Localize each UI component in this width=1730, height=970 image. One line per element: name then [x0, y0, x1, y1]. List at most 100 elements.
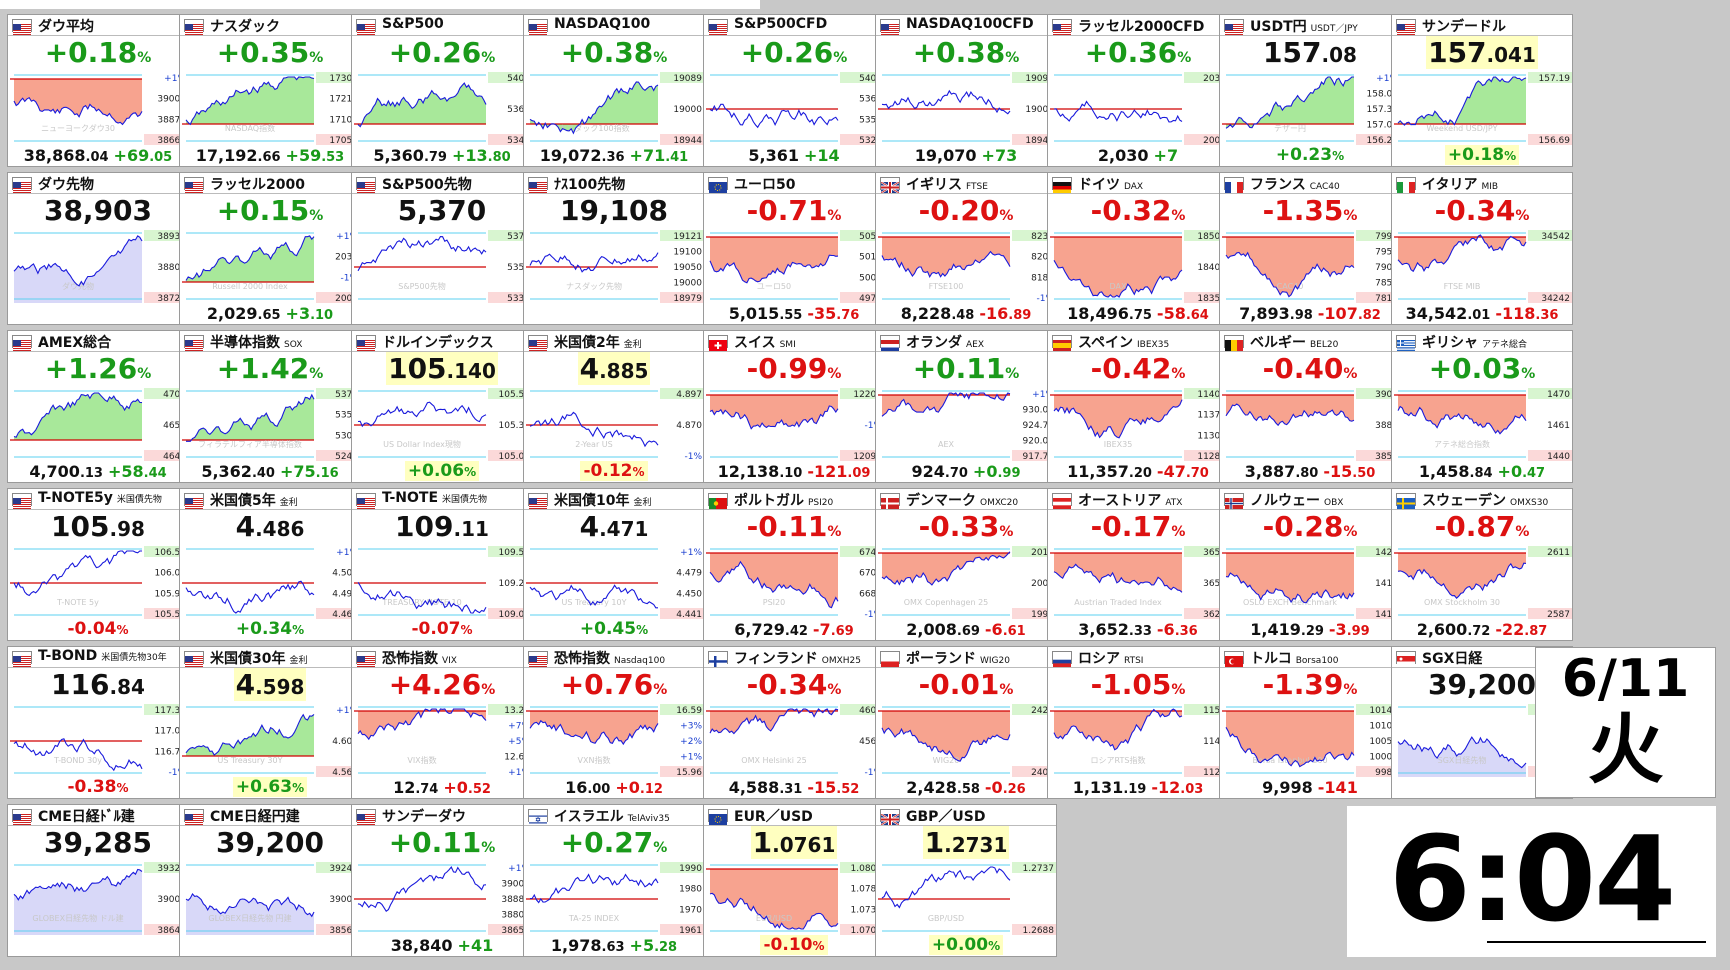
market-tile[interactable]: 恐怖指数 VIX +4.26% VIX指数 13.28 +7% +5% 12.62 +1% …: [351, 646, 533, 799]
market-tile[interactable]: CME日経円建 39,200 GLOBEX日経先物 円建 39240 39000 38…: [179, 804, 361, 957]
price-line: [1397, 405, 1527, 435]
axis-label: +3%: [680, 722, 702, 732]
market-tile[interactable]: USDT円 USDT／JPY 157.08 テザー円 +1% 158.00 157.38…: [1219, 14, 1401, 167]
chart-area: [882, 237, 1010, 277]
axis-label-bg: [1356, 134, 1400, 145]
market-tile[interactable]: イタリア MIB -0.34% FTSE MIB 34542 34242 34,542…: [1391, 172, 1573, 325]
tile-header: ダウ平均: [8, 15, 188, 36]
market-tile[interactable]: NASDAQ100CFD +0.38% 19091 19000 18941 19,0…: [875, 14, 1057, 167]
chart-container: ナスダック100指数 19089 19000 18944: [526, 69, 704, 147]
market-tile[interactable]: イギリス FTSE -0.20% FTSE100 8230 8200 8182 -1% 8…: [875, 172, 1057, 325]
market-tile[interactable]: ノルウェー OBX -0.28% OSLO EXCH Benchmark 1421 1…: [1219, 488, 1401, 641]
mini-chart: OMX Stockholm 30 2611 2587: [1394, 546, 1572, 620]
axis-label-bg: [1012, 766, 1056, 777]
market-tile[interactable]: デンマーク OMXC20 -0.33% OMX Copenhagen 25 2011…: [875, 488, 1057, 641]
market-tile[interactable]: スイス SMI -0.99% 12203 -1% 12095 12,138.10 -12…: [703, 330, 885, 483]
market-tile[interactable]: T-NOTE5y 米国債先物 105.98 T-NOTE 5y 106.50 106.…: [7, 488, 189, 641]
axis-label: +5%: [508, 737, 530, 747]
axis-label: 34242: [1541, 294, 1570, 304]
axis-label: 7992: [1375, 232, 1398, 242]
market-tile[interactable]: EUR／USD 1.0761 EUR/USD 1.0800 1.0781 1.0732…: [703, 804, 885, 957]
market-tile[interactable]: 米国債30年 金利 4.598 US Treasury 30Y +1% 4.606 4.…: [179, 646, 361, 799]
market-tile[interactable]: ポーランド WIG20 -0.01% WIG20 2428 2401 2,428.58…: [875, 646, 1057, 799]
axis-label: 117.34: [155, 706, 187, 716]
instrument-subtitle: Borsa100: [1295, 656, 1339, 666]
flag-icon: [12, 809, 32, 825]
flag-icon: [528, 493, 548, 509]
market-tile[interactable]: サンデードル 157.041 Weekend USD/JPY 157.19 156.…: [1391, 14, 1573, 167]
market-tile[interactable]: T-NOTE 米国債先物 109.11 TREASURY NOTE 10 109.5…: [351, 488, 533, 641]
mini-chart: 4707 4650 4640: [10, 388, 188, 462]
market-tile[interactable]: S&P500CFD +0.26% 5400 5366 5350 5329 5,361 +…: [703, 14, 885, 167]
price-line: [709, 892, 839, 930]
change-percent-footer: +0.18%: [1392, 145, 1572, 165]
instrument-name: ドイツ DAX: [1078, 177, 1144, 193]
axis-label: 15.96: [676, 768, 702, 778]
market-tile[interactable]: オーストリア ATX -0.17% Austrian Traded Index 36…: [1047, 488, 1229, 641]
market-tile[interactable]: ナスダック +0.35% NASDAQ指数 17300 17212 17100 1705…: [179, 14, 361, 167]
axis-label-bg: [1184, 608, 1228, 619]
chart-watermark: T-NOTE 5y: [56, 598, 99, 607]
market-tile[interactable]: ギリシャ アテネ総合 +0.03% アテネ総合指数 1470 1461 1440 1,4…: [1391, 330, 1573, 483]
market-tile[interactable]: スペイン IBEX35 -0.42% IBEX35 11400 11373 11300 1…: [1047, 330, 1229, 483]
market-tile[interactable]: ダウ先物 38,903 ダウ先物 38934 38800 38720: [7, 172, 189, 325]
market-tile[interactable]: サンデーダウ +0.11% +1% 39000 38880 38800 38657 38…: [351, 804, 533, 957]
chart-area: [14, 869, 142, 935]
flag-icon: [708, 493, 728, 509]
market-tile[interactable]: 米国債2年 金利 4.885 2-Year US 4.897 4.870 -1% -0.…: [523, 330, 705, 483]
market-tile[interactable]: ﾅｽ100先物 19,108 ナスダック先物 19121 19100 19050 190…: [523, 172, 705, 325]
axis-label: 39240: [329, 864, 358, 874]
market-tile[interactable]: S&P500 +0.26% 5400 5365 5348 5,360.79 +13.8…: [351, 14, 533, 167]
axis-label: 5379: [335, 390, 358, 400]
price-line: [185, 893, 315, 918]
axis-label: 930.00: [1023, 406, 1055, 416]
chart-watermark: Weekend USD/JPY: [1427, 124, 1498, 133]
market-tile[interactable]: 恐怖指数 Nasdaq100 +0.76% VXN指数 16.59 +3% +2% +1%…: [523, 646, 705, 799]
axis-label: 6743: [859, 548, 882, 558]
market-tile[interactable]: AMEX総合 +1.26% 4707 4650 4640 4,700.13 +58.4…: [7, 330, 189, 483]
flag-icon: [184, 493, 204, 509]
market-tile[interactable]: 半導体指数 SOX +1.42% フィラデルフィア半導体指数 5379 5350 530…: [179, 330, 361, 483]
market-tile[interactable]: T-BOND 米国債先物30年 116.84 T-BOND 30y 117.34 11…: [7, 646, 189, 799]
market-tile[interactable]: ダウ平均 +0.18% ニューヨークダウ30 +1% 39000 38873 38665…: [7, 14, 189, 167]
market-tile[interactable]: ポルトガル PSI20 -0.11% PSI20 6743 6700 6687 -1% 6…: [703, 488, 885, 641]
market-tile[interactable]: ユーロ50 -0.71% ユーロ50 5050 5015 5000 4971 5,015…: [703, 172, 885, 325]
axis-label: 7850: [1375, 279, 1398, 289]
instrument-name: EUR／USD: [734, 809, 813, 825]
tile-header: サンデードル: [1392, 15, 1572, 36]
chart-watermark: フィラデルフィア半導体指数: [198, 439, 302, 449]
market-tile[interactable]: フランス CAC40 -1.35% CAC40 7992 7950 7900 7850 78…: [1219, 172, 1401, 325]
market-tile[interactable]: トルコ Borsa100 -1.39% Borsa Istanbul 100 101…: [1219, 646, 1401, 799]
market-tile[interactable]: NASDAQ100 +0.38% ナスダック100指数 19089 19000 189…: [523, 14, 705, 167]
chart-container: 5400 5366 5350 5329: [706, 69, 884, 147]
market-tile[interactable]: オランダ AEX +0.11% AEX +1% 930.00 924.70 920.00 9…: [875, 330, 1057, 483]
market-tile[interactable]: S&P500先物 5,370 S&P500先物 5373 5350 5339: [351, 172, 533, 325]
change-percent: -0.20%: [918, 194, 1014, 227]
axis-label: 39000: [329, 895, 358, 905]
market-tile[interactable]: ドルインデックス 105.140 US Dollar Index現物 105.50…: [351, 330, 533, 483]
tile-header: AMEX総合: [8, 331, 188, 352]
market-tile[interactable]: 米国債10年 金利 4.471 US Treasury 10Y +1% 4.479 4.…: [523, 488, 705, 641]
axis-label-bg: [660, 766, 704, 777]
axis-label: 1129: [1203, 768, 1226, 778]
market-tile[interactable]: 米国債5年 金利 4.486 +1% 4.500 4.493 4.463 +0.34%: [179, 488, 361, 641]
market-tile[interactable]: フィンランド OMXH25 -0.34% OMX Helsinki 25 4602 4…: [703, 646, 885, 799]
price-line: [185, 76, 315, 126]
change-percent-footer: +0.45%: [579, 619, 649, 639]
market-tile[interactable]: ラッセル2000 +0.15% Russell 2000 Index +1% 203…: [179, 172, 361, 325]
price-line: [13, 868, 143, 901]
market-tile[interactable]: ロシア RTSI -1.05% ロシアRTS指数 1152 1140 1129 1,13…: [1047, 646, 1229, 799]
market-tile[interactable]: ラッセル2000CFD +0.36% 2031 2000 2,030 +7: [1047, 14, 1229, 167]
market-tile[interactable]: ベルギー BEL20 -0.40% 3900 3888 3859 3,887.80 -1…: [1219, 330, 1401, 483]
axis-label-bg: [1184, 134, 1228, 145]
instrument-name: GBP／USD: [906, 809, 986, 825]
flag-icon: [1052, 651, 1072, 667]
chart-container: Weekend USD/JPY 157.19 156.69: [1394, 69, 1572, 147]
instrument-subtitle: MIB: [1481, 182, 1499, 192]
market-tile[interactable]: CME日経ﾄﾞﾙ建 39,285 GLOBEX日経先物 ドル建 39320 3900…: [7, 804, 189, 957]
market-tile[interactable]: イスラエル TelAviv35 +0.27% TA-25 INDEX 1990 198…: [523, 804, 705, 957]
market-tile[interactable]: スウェーデン OMXS30 -0.87% OMX Stockholm 30 2611…: [1391, 488, 1573, 641]
market-tile[interactable]: ドイツ DAX -0.32% DAX 18500 18400 18357 18,496.…: [1047, 172, 1229, 325]
chart-watermark: TREASURY NOTE 10: [381, 598, 461, 607]
market-tile[interactable]: GBP／USD 1.2731 GBP/USD 1.2737 1.2688 +0.00…: [875, 804, 1057, 957]
